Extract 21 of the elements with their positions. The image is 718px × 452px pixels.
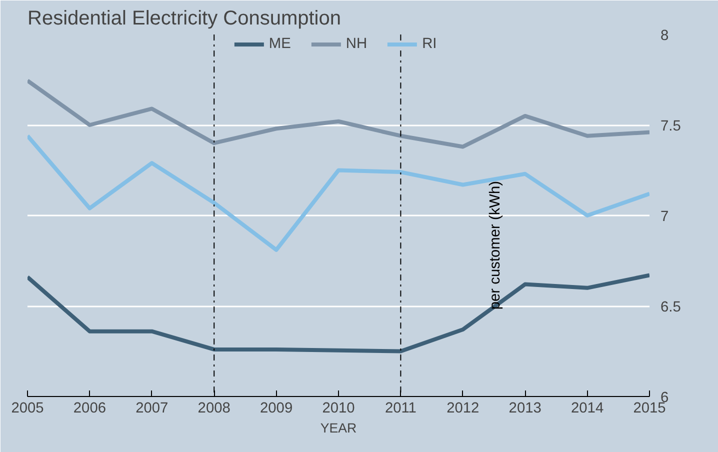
legend-label: RI [422,36,438,52]
y-axis-title: per customer (kWh) [487,180,504,310]
y-tick-label: 7.5 [660,118,681,134]
x-tick-label: 2010 [322,400,355,416]
x-tick-label: 2005 [11,400,44,416]
y-tick-label: 8 [660,28,669,44]
legend-label: NH [346,36,368,52]
x-tick-label: 2013 [508,400,542,416]
x-tick-label: 2011 [384,400,416,416]
y-tick-label: 6.5 [660,300,681,316]
x-tick-label: 2014 [571,400,604,416]
x-tick-label: 2012 [446,400,480,416]
legend-label: ME [268,36,291,52]
line-series [28,78,650,149]
x-tick-label: 2006 [73,400,106,416]
x-axis-title: YEAR [320,420,357,436]
y-tick-label: 7 [660,209,669,225]
x-tick-label: 2007 [136,400,168,416]
x-tick-label: 2009 [260,400,293,416]
chart-title: Residential Electricity Consumption [28,8,341,30]
x-tick-label: 2008 [198,400,230,416]
